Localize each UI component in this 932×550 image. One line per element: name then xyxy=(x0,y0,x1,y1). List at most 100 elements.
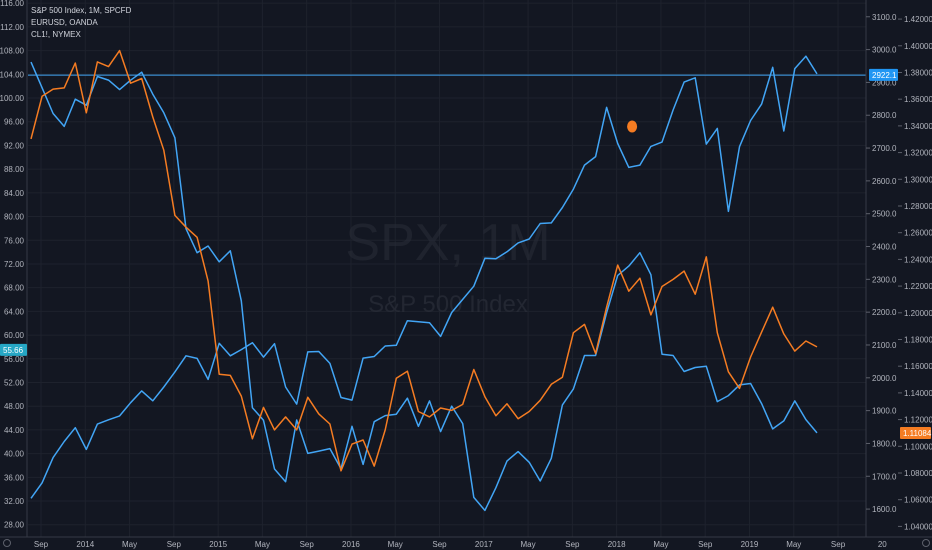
left-tick-label: 84.00 xyxy=(4,189,25,198)
time-tick-label: 2017 xyxy=(475,540,493,549)
time-tick-label: 2018 xyxy=(608,540,626,549)
left-tick-label: 116.00 xyxy=(0,0,24,8)
left-tick-label: 68.00 xyxy=(4,284,25,293)
eur-tick-label: 1.06000 xyxy=(904,496,932,505)
left-tick-label: 52.00 xyxy=(4,378,25,387)
eur-tick-label: 1.34000 xyxy=(904,122,932,131)
spx-tick-label: 1600.0 xyxy=(872,505,897,514)
left-tick-label: 96.00 xyxy=(4,118,25,127)
legend-spx[interactable]: S&P 500 Index, 1M, SPCFD xyxy=(31,6,132,15)
price-badges: 2922.1 1.11084 55.66 xyxy=(0,68,932,439)
left-tick-label: 76.00 xyxy=(4,236,25,245)
eur-tick-label: 1.10000 xyxy=(904,442,932,451)
eur-tick-label: 1.42000 xyxy=(904,15,932,24)
spx-tick-label: 3000.0 xyxy=(872,46,897,55)
spx-tick-label: 3100.0 xyxy=(872,13,897,22)
time-axis-ticks: Sep 2014 May Sep 2015 May Sep 2016 May Sep 2017 May… xyxy=(34,540,887,549)
eur-tick-label: 1.40000 xyxy=(904,42,932,51)
left-tick-label: 100.00 xyxy=(0,94,25,103)
left-tick-label: 32.00 xyxy=(4,497,25,506)
time-tick-label: Sep xyxy=(300,540,315,549)
eur-tick-label: 1.38000 xyxy=(904,68,932,77)
series-line-cl1[interactable] xyxy=(30,49,818,472)
eur-tick-label: 1.30000 xyxy=(904,175,932,184)
spx-last-badge xyxy=(869,68,898,81)
eur-tick-label: 1.24000 xyxy=(904,255,932,264)
time-tick-label: May xyxy=(786,540,801,549)
orange-marker-dot[interactable] xyxy=(627,120,638,133)
spx-tick-label: 2700.0 xyxy=(872,144,897,153)
left-tick-label: 92.00 xyxy=(4,141,25,150)
spx-tick-label: 2400.0 xyxy=(872,243,897,252)
eur-tick-label: 1.16000 xyxy=(904,362,932,371)
time-tick-label: Sep xyxy=(698,540,713,549)
cl1-last-badge xyxy=(0,343,27,356)
right-axis-panel[interactable] xyxy=(866,0,932,537)
legend-cl1[interactable]: CL1!, NYMEX xyxy=(31,30,81,39)
time-tick-label: May xyxy=(388,540,403,549)
left-axis-panel[interactable] xyxy=(0,0,27,537)
time-zone-icon[interactable] xyxy=(3,539,11,547)
left-tick-label: 40.00 xyxy=(4,450,25,459)
eur-tick-label: 1.36000 xyxy=(904,95,932,104)
eur-axis-ticks: 1.04000 1.06000 1.08000 1.10000 1.12000 1.140… xyxy=(898,15,932,531)
eur-tick-label: 1.26000 xyxy=(904,229,932,238)
time-tick-label: May xyxy=(255,540,270,549)
left-tick-label: 104.00 xyxy=(0,70,25,79)
legend: S&P 500 Index, 1M, SPCFD EURUSD, OANDA C… xyxy=(31,6,132,39)
watermark: SPX, 1M S&P 500 Index xyxy=(345,214,550,318)
left-tick-label: 36.00 xyxy=(4,473,25,482)
spx-tick-label: 2100.0 xyxy=(872,341,897,350)
left-tick-label: 72.00 xyxy=(4,260,25,269)
spx-tick-label: 2900.0 xyxy=(872,78,897,87)
cl1-last-badge-label: 55.66 xyxy=(3,346,24,355)
left-tick-label: 64.00 xyxy=(4,307,25,316)
eur-tick-label: 1.12000 xyxy=(904,416,932,425)
spx-tick-label: 2000.0 xyxy=(872,374,897,383)
time-tick-label: May xyxy=(521,540,536,549)
time-axis-panel[interactable] xyxy=(0,537,932,550)
spx-tick-label: 2600.0 xyxy=(872,177,897,186)
watermark-name: S&P 500 Index xyxy=(368,291,528,318)
eur-tick-label: 1.04000 xyxy=(904,522,932,531)
eur-tick-label: 1.08000 xyxy=(904,469,932,478)
grid xyxy=(28,0,883,537)
series-line-spx[interactable] xyxy=(30,55,818,499)
eur-tick-label: 1.18000 xyxy=(904,335,932,344)
spx-tick-label: 2500.0 xyxy=(872,210,897,219)
series-layer xyxy=(30,49,818,512)
left-tick-label: 44.00 xyxy=(4,426,25,435)
time-tick-label: Sep xyxy=(167,540,182,549)
left-tick-label: 80.00 xyxy=(4,213,25,222)
left-tick-label: 56.00 xyxy=(4,355,25,364)
spx-tick-label: 1900.0 xyxy=(872,407,897,416)
time-tick-label: Sep xyxy=(565,540,580,549)
left-tick-label: 108.00 xyxy=(0,47,25,56)
settings-icon[interactable] xyxy=(922,539,930,547)
eurusd-last-badge xyxy=(900,426,931,439)
eurusd-last-badge-label: 1.11084 xyxy=(903,429,932,438)
eur-tick-label: 1.14000 xyxy=(904,389,932,398)
left-axis-ticks: 28.00 32.00 36.00 40.00 44.00 48.00 52.00 56.00… xyxy=(0,0,25,530)
spx-tick-label: 2800.0 xyxy=(872,111,897,120)
spx-tick-label: 2300.0 xyxy=(872,275,897,284)
spx-tick-label: 1800.0 xyxy=(872,439,897,448)
marker-layer xyxy=(627,120,638,133)
left-tick-label: 88.00 xyxy=(4,165,25,174)
time-tick-label: 2015 xyxy=(209,540,227,549)
eur-tick-label: 1.20000 xyxy=(904,309,932,318)
eur-tick-label: 1.28000 xyxy=(904,202,932,211)
time-tick-label: Sep xyxy=(831,540,846,549)
left-tick-label: 60.00 xyxy=(4,331,25,340)
axis-corner xyxy=(3,539,930,547)
time-tick-label: 2016 xyxy=(342,540,360,549)
left-tick-label: 48.00 xyxy=(4,402,25,411)
left-tick-label: 112.00 xyxy=(0,23,24,32)
time-tick-label: 2019 xyxy=(741,540,759,549)
spx-last-badge-label: 2922.1 xyxy=(872,71,897,80)
legend-eurusd[interactable]: EURUSD, OANDA xyxy=(31,18,98,27)
time-tick-label: Sep xyxy=(34,540,49,549)
time-tick-label: 2014 xyxy=(76,540,94,549)
